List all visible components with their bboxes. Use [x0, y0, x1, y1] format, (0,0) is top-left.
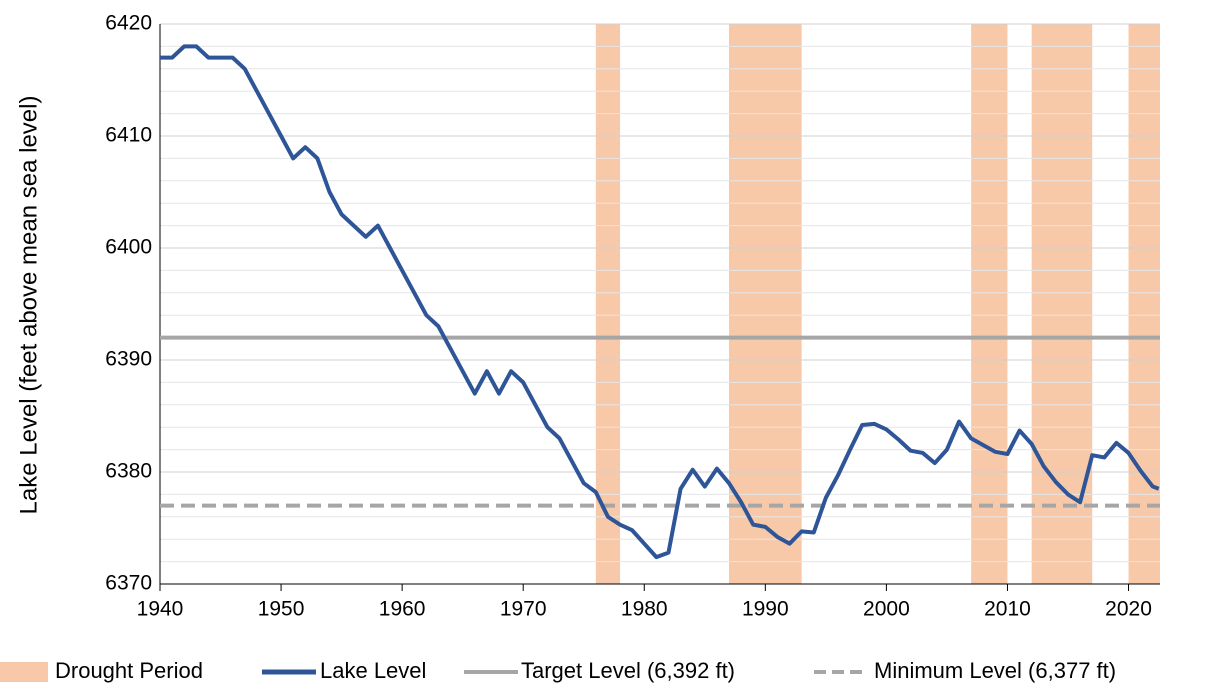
y-axis-label: Lake Level (feet above mean sea level): [15, 96, 42, 515]
drought-period: [971, 24, 1008, 584]
legend-label: Lake Level: [320, 658, 426, 683]
x-tick-label: 1950: [258, 598, 305, 621]
y-tick-label: 6420: [105, 12, 152, 35]
legend-label: Drought Period: [55, 658, 203, 683]
drought-period: [1128, 24, 1160, 584]
x-tick-label: 2000: [863, 598, 910, 621]
drought-period: [729, 24, 802, 584]
x-tick-label: 2010: [984, 598, 1031, 621]
drought-period: [595, 24, 621, 584]
drought-period: [1031, 24, 1093, 584]
y-tick-label: 6380: [105, 460, 152, 483]
lake-level-line: [160, 44, 1160, 560]
x-tick-label: 1960: [379, 598, 426, 621]
x-tick-label: 1990: [742, 598, 789, 621]
y-tick-label: 6410: [105, 124, 152, 147]
legend-swatch: [0, 662, 48, 682]
legend-label: Minimum Level (6,377 ft): [874, 658, 1116, 683]
x-tick-label: 1940: [137, 598, 184, 621]
y-tick-label: 6400: [105, 236, 152, 259]
y-tick-label: 6370: [105, 572, 152, 595]
y-tick-label: 6390: [105, 348, 152, 371]
x-tick-label: 2020: [1105, 598, 1152, 621]
x-tick-label: 1970: [500, 598, 547, 621]
x-tick-label: 1980: [621, 598, 668, 621]
legend-label: Target Level (6,392 ft): [521, 658, 735, 683]
